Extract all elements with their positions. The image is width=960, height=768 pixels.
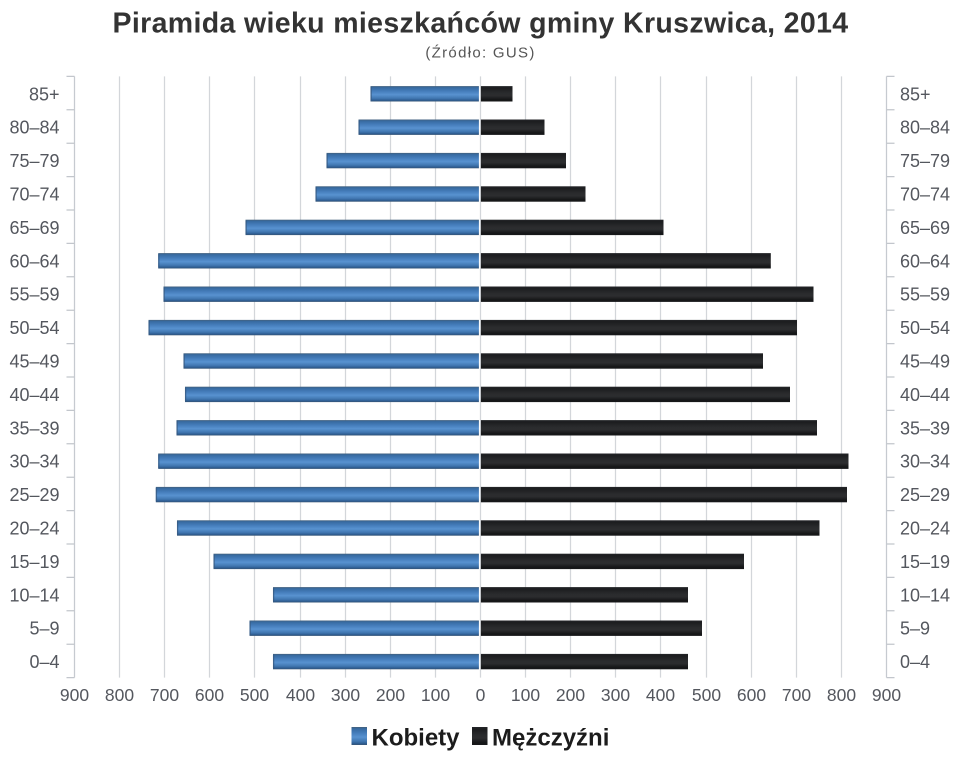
svg-text:200: 200 <box>556 685 585 705</box>
svg-text:85+: 85+ <box>900 84 931 104</box>
svg-text:45–49: 45–49 <box>9 352 59 372</box>
svg-text:35–39: 35–39 <box>9 418 59 438</box>
svg-text:70–74: 70–74 <box>900 185 950 205</box>
svg-text:900: 900 <box>60 685 89 705</box>
svg-text:45–49: 45–49 <box>900 352 950 372</box>
svg-text:50–54: 50–54 <box>900 318 950 338</box>
svg-text:10–14: 10–14 <box>900 585 950 605</box>
svg-text:75–79: 75–79 <box>900 151 950 171</box>
svg-text:400: 400 <box>646 685 675 705</box>
svg-text:600: 600 <box>737 685 766 705</box>
svg-text:40–44: 40–44 <box>9 385 59 405</box>
svg-text:5–9: 5–9 <box>29 619 59 639</box>
svg-text:0–4: 0–4 <box>29 652 59 672</box>
svg-text:15–19: 15–19 <box>9 552 59 572</box>
svg-text:10–14: 10–14 <box>9 585 59 605</box>
svg-text:700: 700 <box>782 685 811 705</box>
svg-text:0–4: 0–4 <box>900 652 930 672</box>
svg-text:100: 100 <box>421 685 450 705</box>
svg-text:20–24: 20–24 <box>900 519 950 539</box>
svg-text:25–29: 25–29 <box>9 485 59 505</box>
svg-text:500: 500 <box>692 685 721 705</box>
svg-text:75–79: 75–79 <box>9 151 59 171</box>
svg-text:65–69: 65–69 <box>900 218 950 238</box>
svg-text:25–29: 25–29 <box>900 485 950 505</box>
svg-text:20–24: 20–24 <box>9 519 59 539</box>
svg-text:60–64: 60–64 <box>9 251 59 271</box>
svg-text:60–64: 60–64 <box>900 251 950 271</box>
svg-text:100: 100 <box>511 685 540 705</box>
svg-text:200: 200 <box>376 685 405 705</box>
svg-text:80–84: 80–84 <box>900 118 950 138</box>
svg-text:50–54: 50–54 <box>9 318 59 338</box>
svg-text:Kobiety: Kobiety <box>372 725 461 752</box>
svg-text:800: 800 <box>105 685 134 705</box>
svg-text:400: 400 <box>286 685 315 705</box>
svg-text:700: 700 <box>150 685 179 705</box>
svg-text:70–74: 70–74 <box>9 185 59 205</box>
svg-text:Mężczyźni: Mężczyźni <box>492 725 609 752</box>
svg-text:30–34: 30–34 <box>900 452 950 472</box>
svg-text:65–69: 65–69 <box>9 218 59 238</box>
svg-text:55–59: 55–59 <box>9 285 59 305</box>
svg-text:0: 0 <box>476 685 486 705</box>
svg-text:15–19: 15–19 <box>900 552 950 572</box>
svg-text:55–59: 55–59 <box>900 285 950 305</box>
svg-text:30–34: 30–34 <box>9 452 59 472</box>
svg-text:35–39: 35–39 <box>900 418 950 438</box>
svg-text:(Źródło: GUS): (Źródło: GUS) <box>425 45 535 62</box>
svg-text:85+: 85+ <box>29 84 60 104</box>
svg-text:600: 600 <box>195 685 224 705</box>
svg-text:5–9: 5–9 <box>900 619 930 639</box>
svg-text:Piramida wieku mieszkańców gmi: Piramida wieku mieszkańców gminy Kruszwi… <box>113 8 849 40</box>
svg-text:40–44: 40–44 <box>900 385 950 405</box>
svg-text:300: 300 <box>601 685 630 705</box>
svg-text:800: 800 <box>827 685 856 705</box>
svg-text:80–84: 80–84 <box>9 118 59 138</box>
svg-text:500: 500 <box>240 685 269 705</box>
svg-text:900: 900 <box>872 685 901 705</box>
svg-text:300: 300 <box>331 685 360 705</box>
